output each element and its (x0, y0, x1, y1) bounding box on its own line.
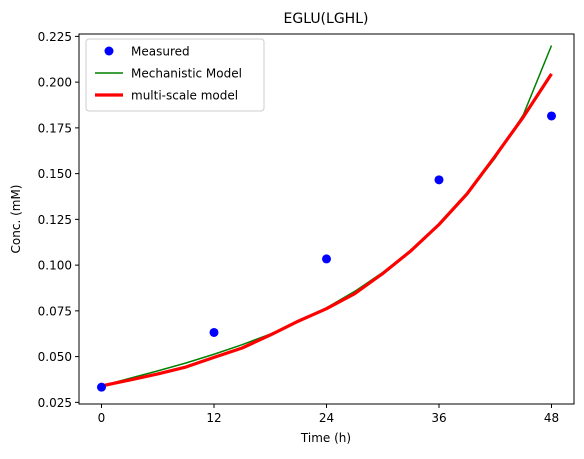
y-tick-label: 0.150 (38, 167, 72, 181)
series-group (97, 45, 556, 392)
legend-label-1: Mechanistic Model (131, 67, 242, 81)
x-tick-label: 24 (319, 411, 334, 425)
legend-marker-0 (104, 46, 114, 56)
x-tick-label: 0 (98, 411, 106, 425)
plot-area (97, 45, 556, 392)
data-point-measured (547, 111, 556, 121)
x-tick-label: 36 (431, 411, 446, 425)
x-axis-label: Time (h) (300, 431, 351, 445)
legend-box (85, 38, 265, 112)
y-tick-label: 0.050 (38, 350, 72, 364)
series-line-2 (101, 73, 553, 388)
y-tick-label: 0.200 (38, 76, 72, 90)
x-tick-label: 12 (206, 411, 221, 425)
legend-label-2: multi-scale model (131, 89, 238, 103)
y-tick-label: 0.025 (38, 396, 72, 410)
y-tick-label: 0.125 (38, 213, 72, 227)
y-tick-label: 0.075 (38, 304, 72, 318)
y-tick-label: 0.175 (38, 121, 72, 135)
data-point-measured (209, 327, 219, 337)
data-point-measured (322, 254, 331, 264)
y-tick-label: 0.225 (38, 30, 72, 44)
chart-title: EGLU(LGHL) (284, 11, 369, 27)
axes: 0 12 24 36 48 0.025 0.050 0.075 0.100 0.125 0.150 0… (38, 30, 575, 425)
data-point-measured (434, 175, 444, 185)
y-axis-label: Conc. (mM) (9, 185, 23, 254)
data-point-measured (97, 382, 106, 392)
legend: Measured Mechanistic Model multi-scale mod… (85, 38, 265, 112)
legend-label-0: Measured (131, 45, 190, 59)
y-tick-label: 0.100 (38, 259, 72, 273)
x-tick-label: 48 (544, 411, 559, 425)
